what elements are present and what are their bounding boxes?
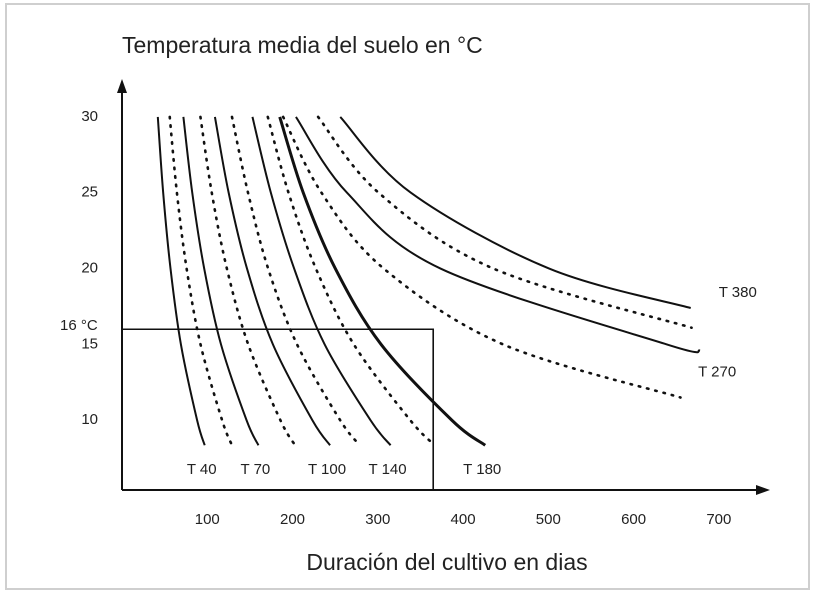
curve: [339, 116, 691, 309]
series-label: T 180: [463, 461, 501, 478]
box-label: 16 °C: [60, 317, 98, 334]
series-label: T 40: [187, 461, 217, 478]
curve: [182, 116, 260, 446]
series-label: T 70: [241, 461, 271, 478]
series-label: T 100: [308, 461, 346, 478]
x-axis-label: Duración del cultivo en dias: [306, 549, 587, 575]
y-tick-label: 15: [81, 335, 98, 352]
x-tick-label: 400: [451, 511, 476, 528]
x-tick-label: 600: [621, 511, 646, 528]
y-tick-label: 20: [81, 260, 98, 277]
x-tick-label: 500: [536, 511, 561, 528]
curve: [278, 116, 487, 447]
curve: [316, 115, 693, 330]
curve: [156, 116, 206, 446]
curve: [168, 115, 234, 447]
frame: [5, 3, 810, 590]
y-tick-label: 10: [81, 411, 98, 428]
x-tick-label: 700: [706, 511, 731, 528]
x-tick-label: 300: [365, 511, 390, 528]
x-axis-arrow: [756, 485, 770, 495]
y-tick-label: 30: [81, 108, 98, 125]
curve: [251, 116, 392, 446]
curve: [295, 116, 701, 354]
series-label: T 380: [719, 284, 757, 301]
curve: [281, 115, 682, 399]
curve: [199, 115, 297, 447]
curve: [230, 115, 362, 447]
series-label: T 140: [369, 461, 407, 478]
y-tick-label: 25: [81, 184, 98, 201]
series-label: T 270: [698, 363, 736, 380]
reference-box: [122, 328, 435, 490]
chart-title: Temperatura media del suelo en °C: [122, 32, 483, 58]
x-tick-label: 200: [280, 511, 305, 528]
curve: [213, 116, 331, 446]
x-tick-label: 100: [195, 511, 220, 528]
y-axis-arrow: [117, 79, 127, 93]
